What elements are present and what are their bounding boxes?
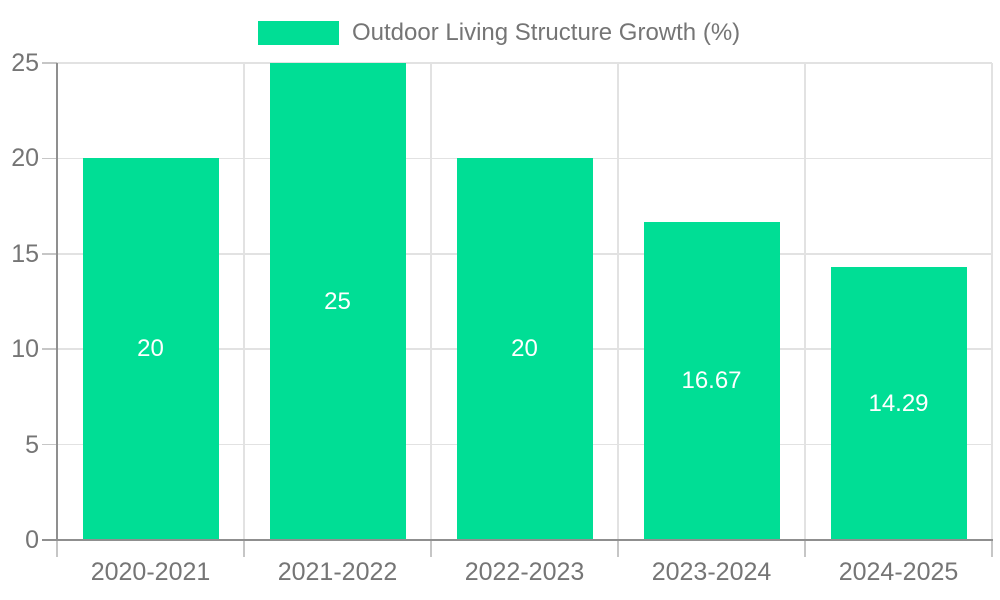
bar-value-label: 25 [324,287,351,315]
x-axis-tick [617,541,619,557]
y-axis-line [56,63,58,541]
y-axis-tick-label: 10 [11,335,39,364]
x-axis-category-label: 2023-2024 [651,558,772,586]
bar-2020-2021[interactable] [82,158,219,540]
bar-value-label: 16.67 [681,366,742,394]
chart-legend[interactable]: Outdoor Living Structure Growth (%) [258,18,740,48]
x-gridline [617,63,619,540]
y-gridline [57,62,992,64]
x-axis-tick [804,541,806,557]
x-axis-category-label: 2024-2025 [838,558,959,586]
x-gridline [804,63,806,540]
x-axis-category-label: 2022-2023 [464,558,585,586]
y-axis-tick [42,348,57,350]
x-axis-category-label: 2020-2021 [90,558,211,586]
x-gridline [243,63,245,540]
bar-2021-2022[interactable] [269,63,406,540]
bar-value-label: 20 [137,335,164,363]
bar-2023-2024[interactable] [643,221,780,540]
y-axis-tick [42,443,57,446]
y-axis-tick [42,157,57,160]
x-axis-category-label: 2021-2022 [277,558,398,586]
bar-value-label: 20 [511,335,538,363]
y-axis-tick [42,253,57,255]
y-axis-tick-label: 25 [11,49,39,77]
y-axis-tick-label: 0 [25,526,39,554]
y-axis-tick-label: 15 [11,239,39,268]
y-axis-tick [42,62,57,64]
x-axis-tick [243,541,245,557]
bar-2022-2023[interactable] [456,158,593,540]
x-gridline [991,63,993,540]
y-axis-tick-label: 20 [11,144,39,173]
legend-series-label: Outdoor Living Structure Growth (%) [352,19,741,46]
y-axis-tick-label: 5 [25,430,39,459]
x-gridline [430,63,432,540]
bar-2024-2025[interactable] [830,267,967,540]
bar-value-label: 14.29 [868,389,929,417]
x-axis-tick [991,541,993,557]
x-axis-tick [56,541,58,557]
legend-color-swatch [258,21,339,45]
x-axis-tick [430,541,432,557]
x-axis-line [42,539,993,541]
